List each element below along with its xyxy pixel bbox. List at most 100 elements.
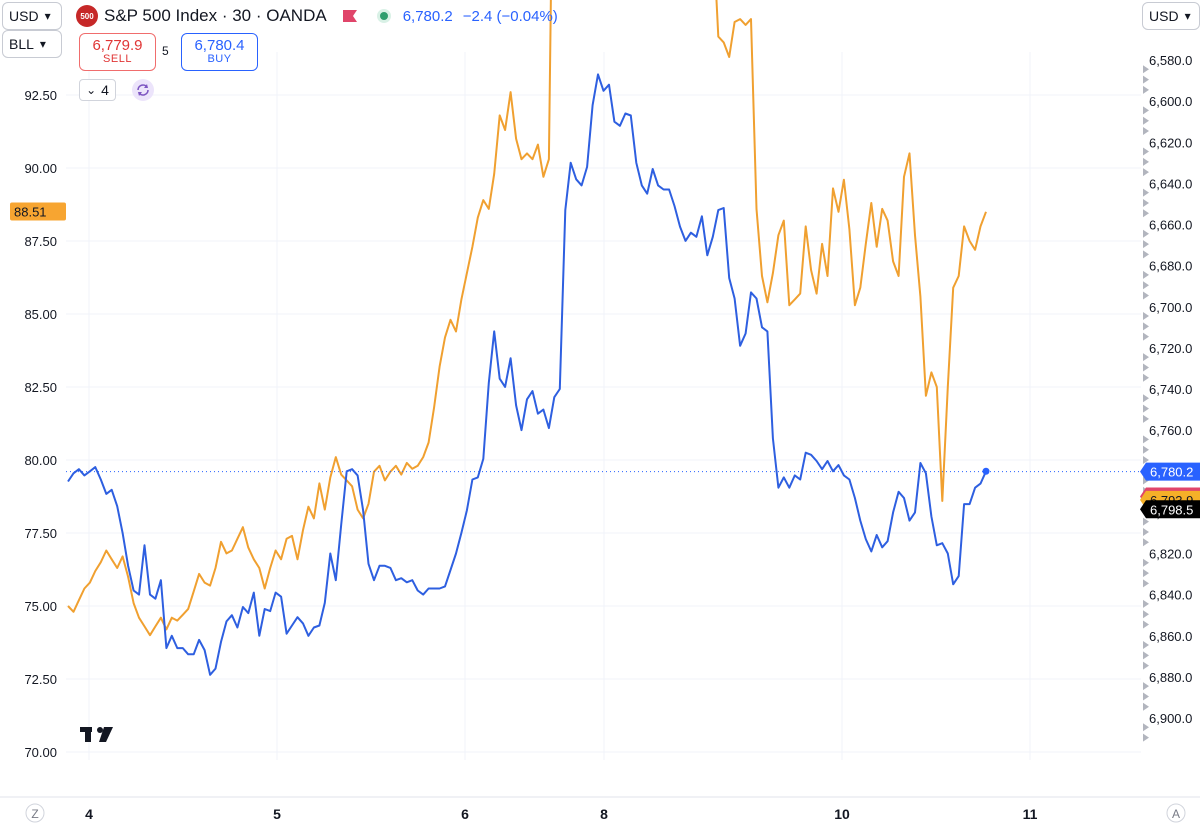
right-tick-label: 6,760.0 — [1149, 423, 1192, 438]
left-currency-label: USD — [9, 8, 39, 24]
left-tick-label: 77.50 — [24, 526, 57, 541]
scale-marker-icon — [1143, 373, 1149, 382]
scale-marker-icon — [1143, 363, 1149, 372]
market-status-icon — [376, 9, 391, 23]
left-tick-label: 75.00 — [24, 599, 57, 614]
spx-series-line[interactable] — [67, 73, 987, 676]
grid — [66, 52, 1141, 760]
scale-marker-icon — [1143, 127, 1149, 136]
symbol-title[interactable]: S&P 500 Index · 30 · OANDA — [104, 6, 327, 25]
scale-marker-icon — [1143, 692, 1149, 701]
scale-marker-icon — [1143, 229, 1149, 238]
sell-label: SELL — [103, 53, 132, 66]
indicator-count: 4 — [101, 82, 109, 98]
buy-button[interactable]: 6,780.4 BUY — [181, 33, 258, 71]
scale-marker-icon — [1143, 569, 1149, 578]
scale-marker-icon — [1143, 394, 1149, 403]
scale-marker-icon — [1143, 353, 1149, 362]
chevron-down-icon: ⌄ — [86, 83, 97, 97]
sell-button[interactable]: 6,779.9 SELL — [79, 33, 156, 71]
scale-marker-icon — [1143, 157, 1149, 166]
scale-marker-icon — [1143, 116, 1149, 125]
scale-marker-icon — [1143, 240, 1149, 249]
scale-marker-icon — [1143, 610, 1149, 619]
scale-marker-icon — [1143, 517, 1149, 526]
svg-text:6,780.2: 6,780.2 — [1150, 465, 1193, 480]
left-currency-select[interactable]: USD ▾ — [2, 2, 62, 30]
auto-scale-button[interactable]: A — [1166, 803, 1186, 823]
buy-price: 6,780.4 — [194, 37, 245, 55]
chevron-down-icon: ▾ — [39, 37, 46, 51]
svg-text:6,798.5: 6,798.5 — [1150, 502, 1193, 517]
x-tick-label: 10 — [834, 806, 850, 822]
price-badge: 6,798.5 — [1140, 500, 1200, 519]
price-change: −2.4 (−0.04%) — [462, 7, 558, 25]
chevron-down-icon: ▾ — [44, 9, 51, 23]
left-tick-label: 70.00 — [24, 745, 57, 760]
right-tick-label: 6,640.0 — [1149, 176, 1192, 191]
x-tick-label: 11 — [1023, 806, 1038, 822]
series-layer — [67, 0, 987, 676]
scale-marker-icon — [1143, 620, 1149, 629]
right-tick-label: 6,900.0 — [1149, 711, 1192, 726]
chrome: Z A — [0, 727, 1200, 823]
scale-marker-icon — [1143, 270, 1149, 279]
scale-marker-icon — [1143, 281, 1149, 290]
scale-marker-icon — [1143, 579, 1149, 588]
scale-marker-icon — [1143, 65, 1149, 74]
scale-marker-icon — [1143, 322, 1149, 331]
sell-price: 6,779.9 — [92, 37, 143, 55]
scale-marker-icon — [1143, 147, 1149, 156]
last-point-dot — [982, 467, 990, 475]
spread-value: 5 — [162, 44, 169, 58]
sync-icon[interactable] — [132, 79, 154, 101]
chevron-down-icon: ▾ — [1184, 9, 1191, 23]
right-tick-label: 6,720.0 — [1149, 341, 1192, 356]
indicators-toggle-button[interactable]: ⌄ 4 — [79, 79, 116, 101]
scale-marker-icon — [1143, 168, 1149, 177]
scale-marker-icon — [1143, 332, 1149, 341]
right-tick-label: 6,680.0 — [1149, 259, 1192, 274]
right-tick-label: 6,700.0 — [1149, 300, 1192, 315]
symbol-logo-text: 500 — [80, 11, 94, 21]
scale-marker-icon — [1143, 198, 1149, 207]
right-tick-label: 6,880.0 — [1149, 670, 1192, 685]
scale-marker-icon — [1143, 733, 1149, 742]
left-tick-label: 85.00 — [24, 307, 57, 322]
right-tick-label: 6,840.0 — [1149, 588, 1192, 603]
scale-marker-icon — [1143, 599, 1149, 608]
scale-marker-icon — [1143, 414, 1149, 423]
scale-marker-icon — [1143, 291, 1149, 300]
flag-icon[interactable] — [342, 10, 357, 22]
zoom-toggle-button[interactable]: Z — [25, 803, 45, 823]
x-tick-label: 6 — [461, 806, 469, 822]
scale-marker-icon — [1143, 75, 1149, 84]
scale-marker-icon — [1143, 651, 1149, 660]
scale-marker-icon — [1143, 558, 1149, 567]
scale-marker-icon — [1143, 250, 1149, 259]
left-scale-select[interactable]: BLL ▾ — [2, 30, 62, 58]
left-tick-label: 87.50 — [24, 234, 57, 249]
scale-marker-icon — [1143, 445, 1149, 454]
scale-marker-icon — [1143, 527, 1149, 536]
x-tick-label: 5 — [273, 806, 281, 822]
last-price: 6,780.2 — [402, 7, 453, 25]
x-tick-label: 4 — [85, 806, 93, 822]
right-tick-label: 6,580.0 — [1149, 53, 1192, 68]
x-tick-label: 8 — [600, 806, 608, 822]
scale-marker-icon — [1143, 312, 1149, 321]
scale-marker-icon — [1143, 723, 1149, 732]
left-tick-label: 80.00 — [24, 453, 57, 468]
svg-text:A: A — [1172, 807, 1180, 821]
right-tick-label: 6,860.0 — [1149, 629, 1192, 644]
right-tick-label: 6,820.0 — [1149, 547, 1192, 562]
right-currency-select[interactable]: USD ▾ — [1142, 2, 1200, 30]
left-tick-label: 90.00 — [24, 161, 57, 176]
left-tick-label: 92.50 — [24, 88, 57, 103]
scale-marker-icon — [1143, 682, 1149, 691]
bll-series-line[interactable] — [67, 0, 987, 637]
left-tick-label: 82.50 — [24, 380, 57, 395]
price-badge: 6,780.2 — [1140, 462, 1200, 481]
axes: 4 5 6 8 10 11 92.50 90.00 87.50 85.00 82.50 80.00 77… — [24, 53, 1192, 822]
